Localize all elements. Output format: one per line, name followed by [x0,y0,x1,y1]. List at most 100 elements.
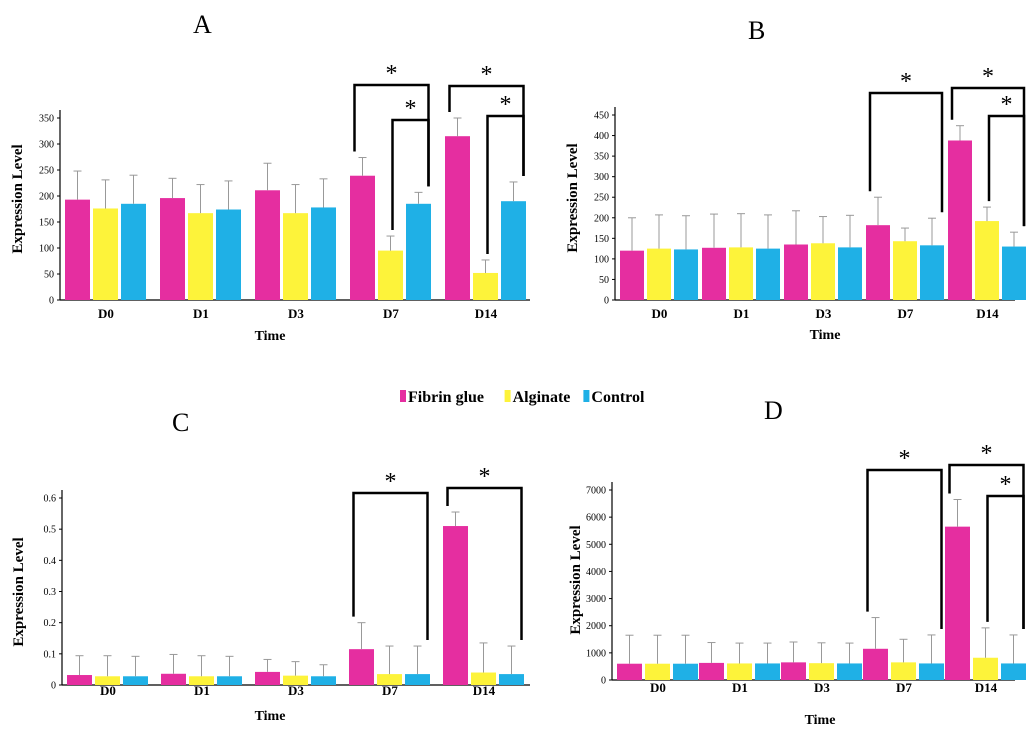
panel-a-bar [406,203,431,300]
panel-b-bar [1002,246,1026,300]
panel-c-significance-star: * [385,469,397,495]
panel-b-y-tick-label: 200 [594,213,609,224]
panel-a-ylabel: Expression Level [10,144,26,253]
panel-b-y-tick-label: 50 [599,275,609,286]
panel-b-bar [920,245,944,300]
panel-d-bar [809,663,834,680]
panel-a-bar [501,201,526,300]
panel-a-plot: 0 50 100 150 200 250 300 350 D0 D1 D3 D7 D14 * * * * [39,61,530,321]
panel-b-y-tick-label: 300 [594,172,609,183]
panel-c-y-tick-label: 0.1 [44,649,57,660]
panel-b-xlabel: Time [810,328,841,343]
panel-d-bar [617,663,642,680]
panel-a-bar [188,213,213,300]
panel-d-significance-bracket [866,468,943,629]
panel-b-bar [729,247,753,300]
panel-d-bar [645,663,670,680]
panel-d-bar [727,663,752,680]
panel-b-bar [866,225,890,300]
panel-b-y-tick-label: 150 [594,234,609,245]
panel-b-category-label: D1 [734,306,750,321]
panel-b-bar [975,221,999,300]
legend: Fibrin glue Alginate Control [400,389,645,406]
panel-d-category-label: D0 [650,680,666,695]
panel-c-category-label: D7 [382,683,398,698]
panel-d-y-tick-label: 3000 [586,594,606,605]
panel-a-bar [445,136,470,300]
panel-c-bar [123,676,148,685]
panel-b-significance-star: * [982,64,994,90]
panel-c-bar [161,673,186,685]
panel-d-bar [973,657,998,680]
panel-b-plot: 0 50 100 150 200 250 300 350 400 450 D0 D1 D3 D7 D14 * *… [594,64,1026,321]
panel-b-category-label: D7 [898,306,914,321]
panel-b-bar [702,247,726,300]
panel-d: D Expression Level Time 0 1000 2000 3000 400… [568,396,1026,728]
panel-c-y-tick-label: 0.4 [44,556,57,567]
panel-d-significance-star: * [1000,472,1012,498]
panel-a-bar [350,175,375,300]
panel-d-y-tick-label: 1000 [586,648,606,659]
panel-a-y-tick-label: 50 [44,270,54,281]
panel-a-xlabel: Time [255,329,286,344]
panel-a-category-label: D14 [475,306,498,321]
panel-c-category-label: D14 [473,683,496,698]
panel-a-category-label: D3 [288,306,304,321]
panel-a-y-tick-label: 0 [49,296,54,307]
panel-b-significance-star: * [900,69,912,95]
panel-a-category-label: D7 [383,306,399,321]
panel-c-letter: C [172,408,189,437]
panel-c-ylabel: Expression Level [11,537,27,646]
panel-c-category-label: D1 [194,683,210,698]
panel-b-y-tick-label: 250 [594,193,609,204]
legend-label: Fibrin glue [408,389,484,406]
panel-a-significance-star: * [405,96,417,122]
panel-c-bar [217,676,242,685]
panel-b-bar [948,140,972,300]
panel-a-bar [93,208,118,300]
panel-d-letter: D [764,396,783,425]
legend-swatch [400,390,406,402]
panel-c-bar [311,676,336,685]
panel-d-bar [699,662,724,680]
panel-d-bar [863,648,888,680]
panel-c-bar [67,675,92,685]
panel-d-bar [919,663,944,680]
panel-a-bar [160,198,185,300]
panel-d-y-tick-label: 7000 [586,486,606,497]
panel-a-significance-star: * [386,61,398,87]
legend-label: Alginate [513,389,571,406]
panel-d-y-tick-label: 6000 [586,513,606,524]
panel-b-y-tick-label: 450 [594,111,609,122]
panel-d-significance-bracket [986,494,1025,629]
panel-a-bar [255,190,280,300]
panel-b-bar [838,247,862,300]
panel-a-significance-bracket [486,114,525,254]
panel-d-plot: 0 1000 2000 3000 4000 5000 6000 7000 D0 D1 D3 D7 D14… [586,441,1026,695]
panel-b-letter: B [748,16,765,45]
panel-c-y-tick-label: 0 [51,681,56,692]
panel-b-ylabel: Expression Level [565,143,581,252]
panel-c-bar [499,674,524,685]
legend-swatch [504,390,511,402]
panel-c-bar [405,674,430,685]
panel-b: B Expression Level Time 0 50 100 150 200 250 3… [565,16,1026,343]
panel-b-significance-bracket [987,114,1026,227]
panel-b-y-tick-label: 400 [594,131,609,142]
panel-a-significance-bracket [391,118,430,231]
panel-c-bar [443,526,468,685]
panel-d-category-label: D1 [732,680,748,695]
panel-b-category-label: D3 [816,306,832,321]
panel-a-category-label: D0 [98,306,114,321]
panel-b-bar [893,241,917,300]
panel-c-significance-bracket [446,486,523,641]
panel-a-bar [378,250,403,300]
panel-a-bar [311,207,336,300]
panel-c: C Expression Level Time 0 0.1 0.2 0.3 0.4 0.5… [11,408,530,724]
panel-b-bar [620,250,644,300]
panel-d-significance-star: * [981,441,993,467]
panel-a-y-tick-label: 350 [39,114,54,125]
panel-a-y-tick-label: 100 [39,244,54,255]
panel-d-y-tick-label: 5000 [586,540,606,551]
panel-b-significance-bracket [868,91,944,213]
